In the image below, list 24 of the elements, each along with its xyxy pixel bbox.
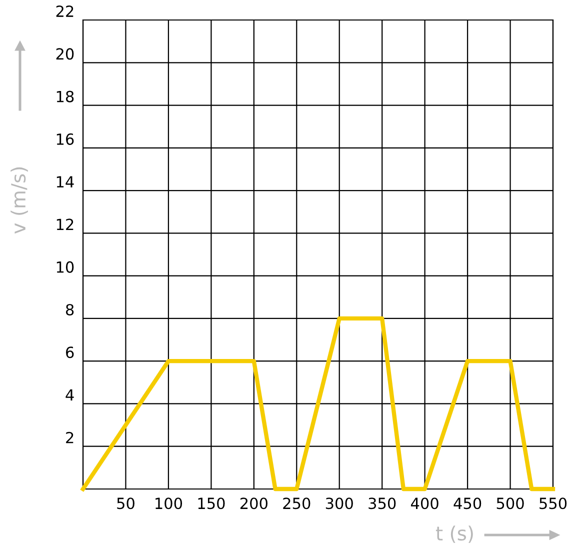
y-tick-label: 14	[56, 176, 74, 188]
x-tick-label: 200	[240, 498, 268, 510]
y-tick-label: 6	[66, 346, 74, 358]
x-tick-label: 250	[283, 498, 310, 510]
x-tick-label: 400	[410, 498, 438, 510]
x-axis-title: t (s)	[436, 526, 473, 543]
y-tick-label: 4	[66, 389, 74, 401]
y-tick-label: 12	[56, 218, 74, 230]
x-tick-label: 550	[540, 498, 567, 510]
x-tick-label: 300	[326, 498, 353, 510]
y-tick-label: 20	[56, 48, 74, 60]
y-tick-label: 10	[56, 261, 74, 273]
x-tick-label: 150	[198, 498, 225, 510]
x-tick-label: 500	[496, 498, 524, 510]
y-tick-label: 2	[66, 432, 74, 444]
x-tick-label: 450	[454, 498, 482, 510]
y-axis-title: v (m/s)	[10, 167, 28, 234]
y-tick-label: 16	[56, 133, 74, 145]
x-tick-label: 350	[368, 498, 396, 510]
x-tick-label: 50	[117, 498, 134, 510]
x-tick-label: 100	[156, 498, 182, 510]
y-tick-label: 8	[66, 304, 74, 316]
y-tick-label: 18	[56, 90, 74, 102]
y-tick-label: 22	[56, 5, 74, 17]
